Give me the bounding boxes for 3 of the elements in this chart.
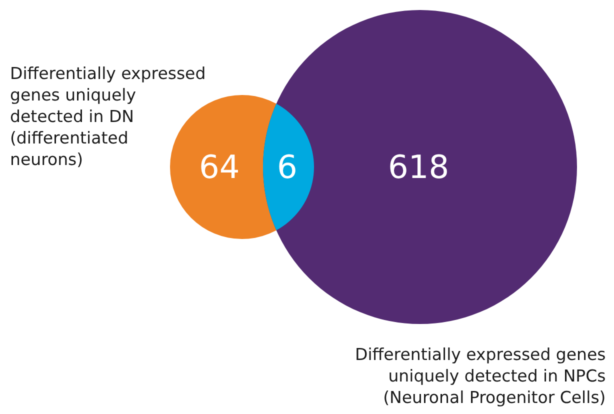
data-label: 618 (388, 148, 450, 186)
category-label: Differentially expressed genes uniquely detected in NPCs (Neuronal Progenitor Cells) (355, 345, 606, 407)
data-label: 6 (277, 148, 298, 186)
